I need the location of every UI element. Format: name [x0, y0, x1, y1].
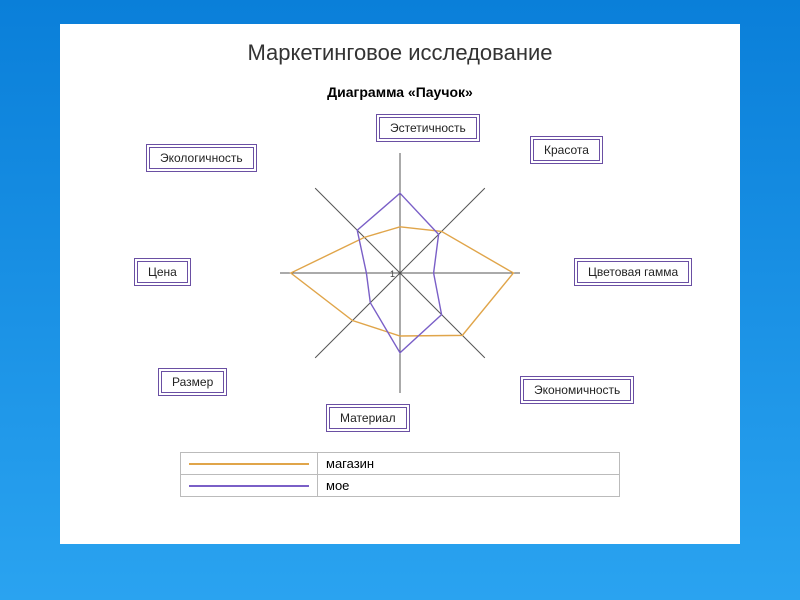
axis-label: Размер — [158, 368, 227, 396]
axis-label: Материал — [326, 404, 410, 432]
legend-label: магазин — [318, 453, 620, 475]
center-tick: 1 — [390, 269, 395, 279]
axis-label: Цена — [134, 258, 191, 286]
legend-swatch — [181, 453, 318, 475]
legend-table: магазинмое — [180, 452, 620, 497]
radar-axis — [400, 273, 485, 358]
radar-axis — [400, 188, 485, 273]
legend-label: мое — [318, 475, 620, 497]
content-area: Маркетинговое исследование Диаграмма «Па… — [60, 24, 740, 544]
legend-swatch — [181, 475, 318, 497]
legend-row: мое — [181, 475, 620, 497]
chart-title: Диаграмма «Паучок» — [80, 84, 720, 100]
radar-chart: 1 Эстетичность Красота Цветовая гамма Эконо… — [80, 108, 720, 428]
radar-axis — [315, 273, 400, 358]
slide: Маркетинговое исследование Диаграмма «Па… — [0, 0, 800, 600]
axis-label: Экономичность — [520, 376, 634, 404]
axis-label: Экологичность — [146, 144, 257, 172]
axis-label: Эстетичность — [376, 114, 480, 142]
radar-series — [291, 227, 514, 336]
legend-row: магазин — [181, 453, 620, 475]
slide-title: Маркетинговое исследование — [80, 40, 720, 66]
axis-label: Цветовая гамма — [574, 258, 692, 286]
axis-label: Красота — [530, 136, 603, 164]
